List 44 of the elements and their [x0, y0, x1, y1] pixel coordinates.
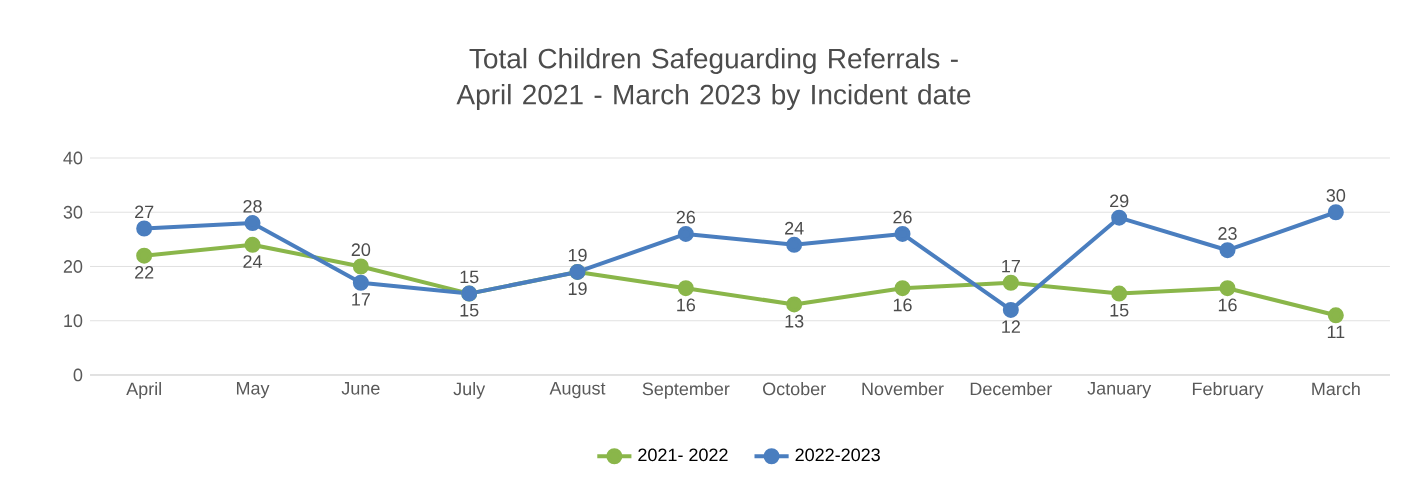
data-label: 15 [1110, 304, 1129, 317]
y-tick-label: 0 [73, 368, 83, 382]
x-tick-label: July [453, 382, 486, 399]
data-label: 13 [785, 314, 804, 328]
data-label: 16 [1218, 298, 1237, 312]
x-tick-label: October [763, 382, 826, 396]
y-tick-label: 20 [63, 260, 83, 273]
data-label: 17 [1002, 259, 1020, 273]
y-tick-label: 10 [64, 314, 83, 328]
data-label: 16 [677, 298, 696, 312]
data-label: 16 [893, 298, 912, 312]
y-tick-label: 30 [63, 205, 83, 219]
data-label: 23 [1218, 227, 1237, 240]
data-label: 26 [893, 210, 912, 224]
x-tick-label: June [341, 382, 380, 395]
data-label: 22 [135, 266, 154, 279]
data-label: 11 [1327, 325, 1345, 339]
legend-label: 2022-2023 [795, 448, 880, 462]
data-label: 15 [460, 270, 479, 284]
data-label: 15 [460, 304, 479, 317]
data-label: 19 [568, 282, 587, 296]
data-label: 28 [243, 199, 262, 213]
data-label: 27 [135, 205, 154, 219]
data-label: 19 [568, 248, 587, 262]
data-label: 24 [785, 221, 804, 235]
data-label: 12 [1002, 320, 1020, 333]
x-tick-label: February [1192, 382, 1264, 399]
data-label: 24 [243, 255, 262, 268]
x-tick-label: March [1312, 382, 1360, 396]
x-tick-label: January [1087, 382, 1152, 399]
x-tick-label: April [126, 382, 161, 399]
x-tick-label: November [862, 382, 944, 396]
x-tick-label: September [642, 382, 730, 399]
y-tick-label: 40 [63, 151, 83, 165]
chart-title: Total Children Safeguarding Referrals - April 2021 - March 2023 by Incident date [456, 47, 971, 111]
data-label: 17 [352, 293, 370, 306]
x-tick-label: August [549, 382, 606, 399]
data-label: 30 [1326, 189, 1346, 202]
data-label: 20 [351, 243, 371, 257]
data-label: 26 [676, 210, 696, 224]
x-tick-label: May [236, 382, 270, 399]
legend-label: 2021- 2022 [638, 448, 728, 462]
data-label: 29 [1110, 194, 1129, 208]
x-tick-label: December [970, 382, 1053, 396]
